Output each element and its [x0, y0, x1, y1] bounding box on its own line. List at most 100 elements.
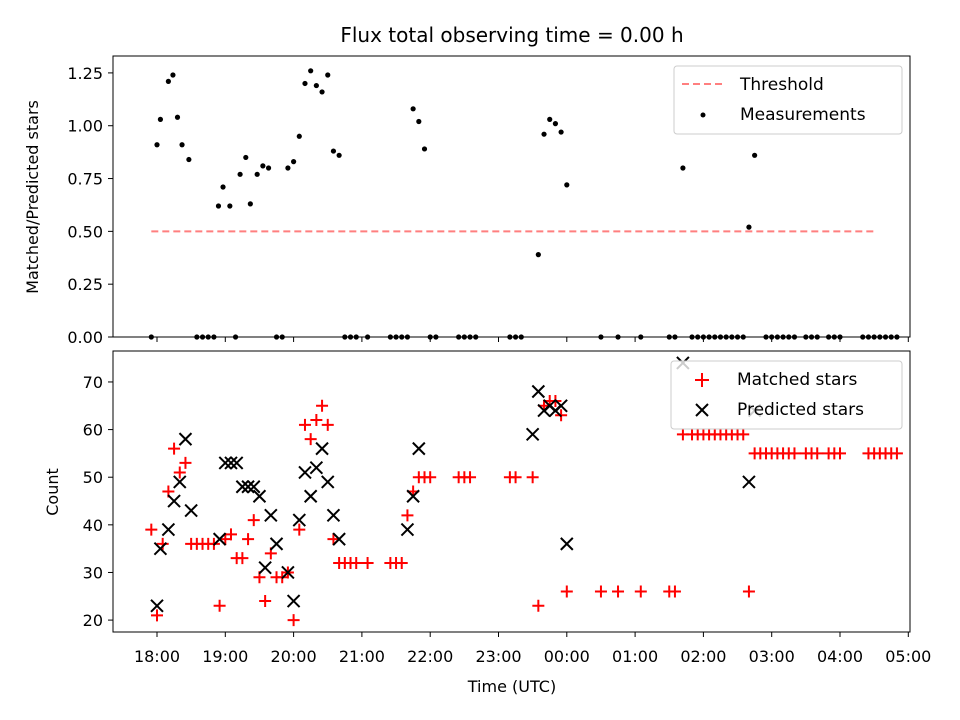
measurement-point: [199, 334, 206, 340]
measurement-point: [387, 334, 393, 340]
matched-star-point: [168, 442, 181, 455]
matched-star-point: [788, 447, 801, 460]
measurement-point: [308, 68, 314, 74]
measurement-point: [205, 334, 211, 340]
measurement-point: [763, 334, 769, 340]
matched-star-point: [259, 595, 272, 608]
matched-star-point: [145, 523, 158, 536]
measurements-legend-label: Measurements: [740, 105, 866, 125]
matched-star-point: [293, 523, 306, 536]
measurements-series: [148, 68, 900, 340]
measurement-point: [814, 334, 820, 340]
measurement-point: [894, 334, 900, 340]
measurement-point: [279, 334, 285, 340]
measurement-point: [752, 152, 758, 158]
measurement-point: [410, 106, 416, 112]
x-tick-label: 05:00: [885, 647, 931, 666]
matched-star-point: [321, 418, 334, 431]
measurement-point: [148, 334, 154, 340]
matched-star-point: [213, 599, 226, 612]
measurement-point: [313, 82, 319, 89]
measurement-point: [456, 334, 462, 340]
predicted-star-point: [406, 489, 420, 503]
measurement-point: [291, 159, 297, 165]
measurement-point: [247, 201, 253, 207]
predicted-star-point: [560, 537, 574, 551]
matched-legend-swatch: [695, 373, 709, 387]
predicted-star-point: [241, 480, 255, 494]
predicted-star-point: [286, 594, 301, 608]
predicted-star-point: [178, 432, 193, 446]
measurement-point: [330, 148, 337, 154]
bottom-x-axis: 18:00 19:00 20:00 21:00 22:00 23:00 00:00 01:00…: [134, 632, 931, 666]
measurement-point: [700, 334, 707, 340]
measurement-point: [393, 334, 399, 340]
x-axis-label: Time (UTC): [467, 677, 556, 696]
x-tick-label: 04:00: [817, 647, 863, 666]
x-tick-label: 20:00: [271, 647, 317, 666]
predicted-star-point: [235, 480, 250, 494]
measurement-point: [786, 334, 792, 340]
measurement-point: [421, 146, 428, 152]
matched-star-point: [560, 585, 573, 598]
measurement-point: [165, 78, 171, 84]
predicted-star-point: [309, 460, 324, 475]
matched-star-point: [532, 599, 545, 612]
measurement-point: [433, 334, 439, 340]
measurement-point: [342, 334, 348, 340]
measurement-point: [638, 334, 644, 340]
measurement-point: [860, 334, 866, 340]
measurement-point: [194, 334, 200, 340]
predicted-star-point: [161, 522, 176, 537]
measurement-point: [254, 171, 260, 177]
matched-star-point: [247, 514, 260, 527]
x-tick-label: 21:00: [339, 647, 385, 666]
predicted-star-point: [315, 441, 329, 456]
measurements-legend-swatch: [700, 112, 706, 118]
measurement-point: [780, 334, 786, 340]
measurement-point: [547, 116, 553, 122]
measurement-point: [552, 121, 559, 127]
measurement-point: [826, 334, 832, 340]
matched-star-point: [742, 585, 755, 598]
matched-star-point: [464, 471, 477, 484]
matched-star-point: [509, 471, 522, 484]
measurement-point: [740, 334, 746, 340]
bottom-y-axis-label: Count: [43, 468, 62, 516]
matched-star-point: [242, 533, 255, 546]
measurement-point: [427, 334, 433, 340]
matched-star-point: [287, 614, 300, 627]
top-y-tick-label: 0.50: [67, 222, 103, 241]
measurement-point: [791, 334, 798, 340]
measurement-point: [157, 116, 164, 122]
x-tick-label: 18:00: [134, 647, 180, 666]
predicted-star-point: [400, 522, 415, 537]
matched-star-point: [310, 414, 323, 427]
measurement-point: [416, 118, 422, 125]
measurement-point: [186, 156, 192, 163]
matched-star-point: [526, 471, 539, 484]
measurement-point: [507, 334, 513, 340]
predicted-star-point: [321, 475, 335, 489]
predicted-stars-series: [150, 356, 762, 613]
predicted-star-point: [281, 565, 295, 580]
bottom-y-tick-label: 20: [83, 611, 103, 630]
measurement-point: [695, 334, 701, 340]
predicted-star-point: [184, 503, 198, 518]
top-legend: Threshold Measurements: [673, 65, 903, 135]
measurement-point: [170, 72, 176, 78]
measurement-point: [615, 334, 621, 340]
predicted-star-point: [173, 475, 187, 489]
measurement-point: [746, 224, 752, 230]
measurement-point: [666, 334, 672, 340]
matched-star-point: [179, 456, 192, 469]
predicted-star-point: [554, 399, 568, 413]
matched-legend-label: Matched stars: [737, 370, 857, 390]
measurement-point: [680, 165, 686, 171]
matched-star-point: [890, 447, 903, 460]
measurement-point: [467, 334, 473, 340]
matched-star-point: [834, 447, 846, 460]
top-y-tick-label: 0.00: [67, 328, 103, 347]
measurement-point: [882, 334, 889, 340]
x-tick-label: 03:00: [749, 647, 795, 666]
